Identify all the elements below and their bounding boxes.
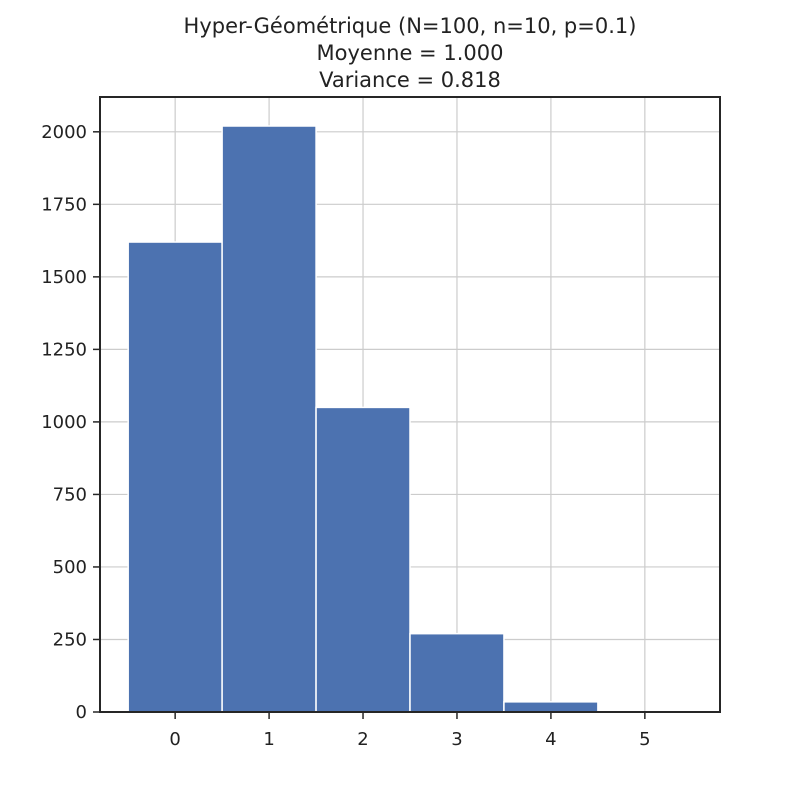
y-tick-label-3: 750 xyxy=(53,484,87,505)
y-tick-label-8: 2000 xyxy=(41,122,87,143)
bar-3 xyxy=(410,634,504,712)
y-tick-label-5: 1250 xyxy=(41,339,87,360)
y-tick-label-0: 0 xyxy=(76,702,87,723)
chart-title-line-2: Moyenne = 1.000 xyxy=(317,41,504,65)
bar-4 xyxy=(504,702,598,712)
bar-2 xyxy=(316,407,410,712)
chart-title-line-1: Hyper-Géométrique (N=100, n=10, p=0.1) xyxy=(184,14,637,38)
y-tick-label-2: 500 xyxy=(53,557,87,578)
x-tick-label-3: 3 xyxy=(451,729,462,750)
x-tick-label-4: 4 xyxy=(545,729,556,750)
y-tick-label-7: 1750 xyxy=(41,194,87,215)
x-tick-label-5: 5 xyxy=(639,729,650,750)
y-tick-label-6: 1500 xyxy=(41,267,87,288)
x-axis-ticks: 0 1 2 3 4 5 xyxy=(169,712,650,750)
x-tick-label-1: 1 xyxy=(263,729,274,750)
y-tick-label-4: 1000 xyxy=(41,412,87,433)
x-tick-label-2: 2 xyxy=(357,729,368,750)
y-tick-label-1: 250 xyxy=(53,629,87,650)
chart-title: Hyper-Géométrique (N=100, n=10, p=0.1) M… xyxy=(184,14,637,92)
bar-1 xyxy=(222,126,316,712)
y-axis-ticks: 0 250 500 750 1000 1250 1500 1750 2000 xyxy=(41,122,100,723)
bar-0 xyxy=(128,242,222,712)
chart-title-line-3: Variance = 0.818 xyxy=(319,68,501,92)
x-tick-label-0: 0 xyxy=(169,729,180,750)
